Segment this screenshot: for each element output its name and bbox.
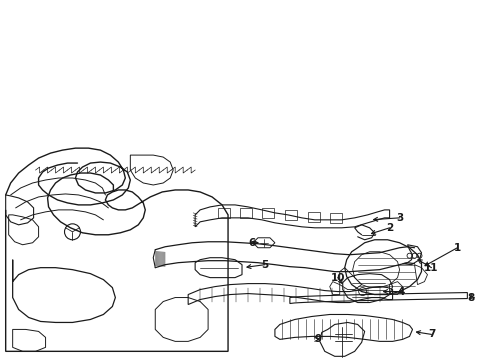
Text: 3: 3 <box>396 213 403 223</box>
Text: 7: 7 <box>428 329 435 339</box>
Text: 2: 2 <box>386 223 393 233</box>
Text: 1: 1 <box>454 243 461 253</box>
Text: 9: 9 <box>314 334 321 345</box>
Text: 10: 10 <box>330 273 345 283</box>
Text: 4: 4 <box>398 287 405 297</box>
Text: 5: 5 <box>261 260 269 270</box>
Text: 8: 8 <box>468 293 475 302</box>
Text: 6: 6 <box>248 238 256 248</box>
Text: 11: 11 <box>424 263 439 273</box>
